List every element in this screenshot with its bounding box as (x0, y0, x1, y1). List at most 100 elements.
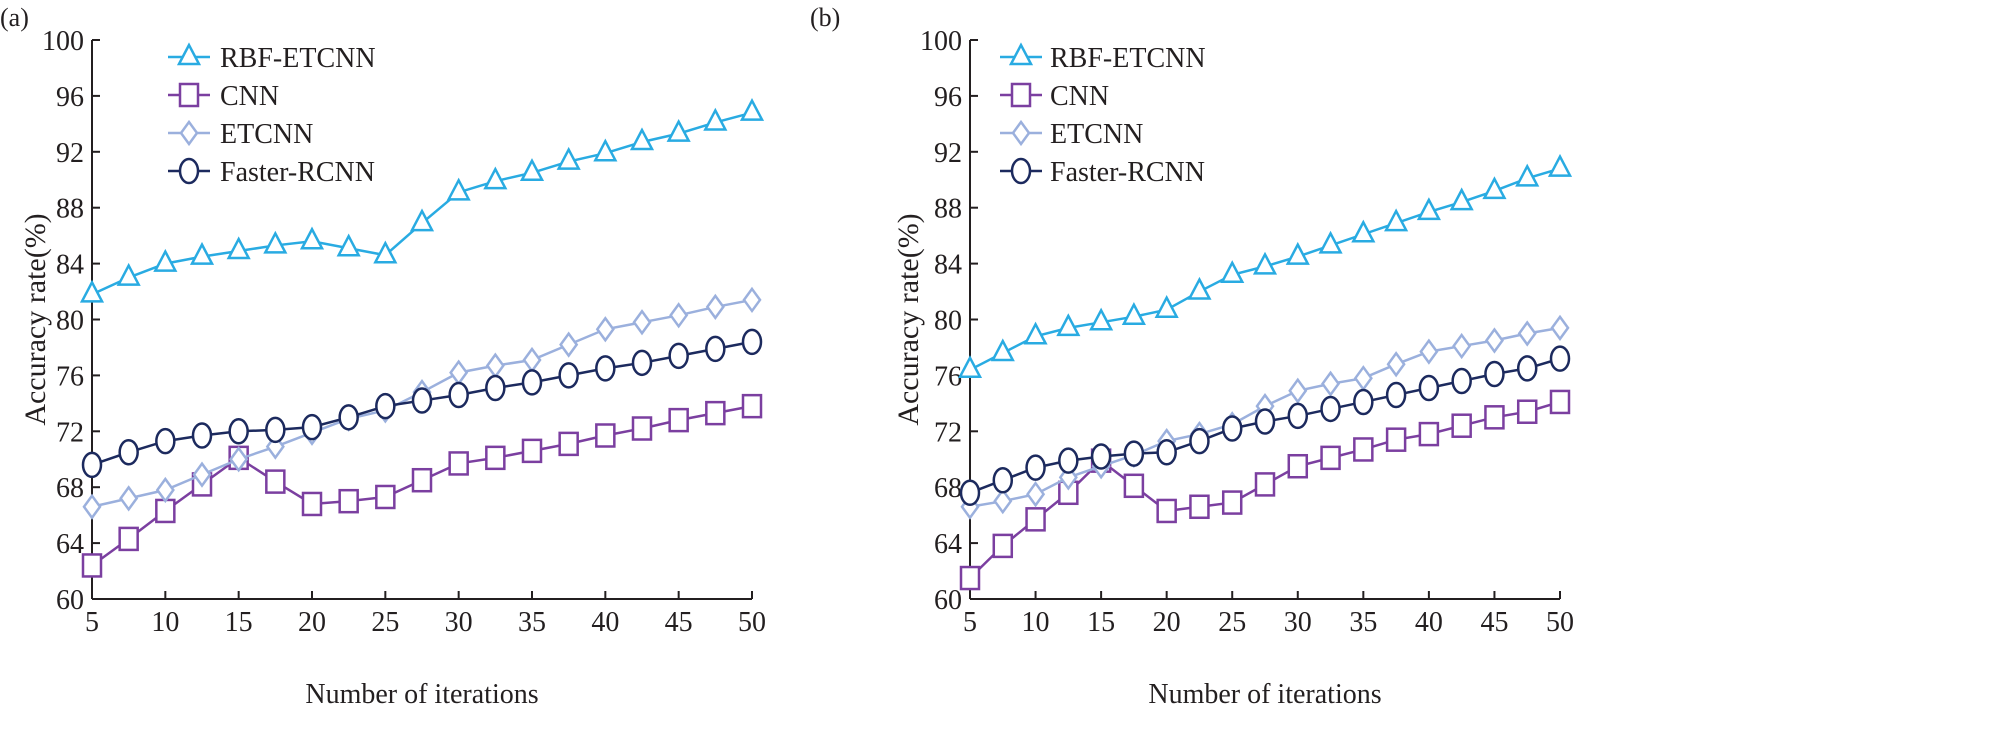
data-point (1123, 473, 1145, 499)
y-tick-label: 92 (934, 138, 962, 169)
data-point (705, 400, 726, 426)
x-tick-label: 10 (1022, 607, 1050, 638)
data-point (1351, 219, 1376, 243)
data-point (1452, 332, 1472, 360)
legend-item: ETCNN (168, 119, 313, 150)
data-point (1221, 415, 1243, 442)
data-point (1353, 388, 1374, 416)
data-point (558, 362, 579, 389)
x-tick-label: 50 (1546, 607, 1574, 638)
legend-marker (1011, 119, 1031, 147)
y-tick-label: 84 (934, 250, 962, 281)
x-tick-label: 20 (298, 607, 326, 638)
data-point (373, 240, 398, 264)
y-tick-label: 64 (56, 529, 84, 560)
x-tick-label: 15 (1087, 607, 1115, 638)
y-tick-label: 76 (934, 361, 962, 392)
x-tick-label: 5 (963, 607, 977, 638)
x-tick-label: 25 (1218, 607, 1246, 638)
data-point (1515, 163, 1540, 187)
x-tick-label: 40 (591, 607, 619, 638)
data-point (556, 146, 581, 170)
data-point (1252, 251, 1278, 275)
data-point (668, 407, 689, 433)
data-point (742, 286, 762, 314)
data-point (1418, 374, 1440, 402)
x-axis-label: Number of iterations (305, 679, 538, 710)
data-point (631, 349, 653, 377)
x-tick-label: 30 (1284, 607, 1312, 638)
data-point (1189, 494, 1210, 520)
data-point (1320, 445, 1341, 471)
legend-item: Faster-RCNN (1000, 157, 1205, 188)
y-tick-label: 96 (56, 82, 84, 113)
data-point (155, 476, 175, 504)
data-point (521, 369, 543, 396)
legend-item: CNN (168, 81, 279, 112)
data-point (485, 374, 506, 402)
data-point (522, 346, 542, 374)
data-point (993, 488, 1013, 515)
x-axis-label: Number of iterations (1148, 679, 1381, 710)
data-point (1123, 440, 1145, 467)
data-point (631, 416, 653, 441)
data-point (1353, 365, 1373, 392)
data-point (1416, 197, 1441, 221)
data-point (1484, 360, 1505, 388)
data-point (1549, 389, 1571, 415)
y-tick-label: 84 (56, 250, 84, 281)
data-point (1418, 421, 1440, 447)
y-tick-label: 96 (934, 82, 962, 113)
data-point (375, 392, 396, 420)
x-tick-label: 20 (1153, 607, 1181, 638)
data-point (411, 467, 433, 493)
x-tick-label: 30 (445, 607, 473, 638)
y-tick-label: 64 (934, 529, 962, 560)
data-point (559, 331, 579, 358)
data-point (1187, 276, 1212, 300)
data-point (1451, 413, 1472, 438)
y-tick-label: 80 (934, 306, 962, 337)
data-point (301, 413, 323, 441)
data-point (1056, 313, 1081, 337)
y-tick-label: 68 (56, 473, 84, 504)
data-point (265, 469, 286, 494)
y-tick-label: 72 (934, 417, 962, 448)
data-point (1023, 321, 1048, 345)
data-point (703, 107, 728, 131)
legend-marker (1010, 82, 1032, 108)
x-tick-label: 40 (1415, 607, 1443, 638)
legend-marker (1010, 157, 1032, 185)
data-point (741, 328, 763, 356)
legend-item: RBF-ETCNN (168, 42, 376, 74)
legend-label: Faster-RCNN (220, 157, 375, 188)
data-point (705, 293, 725, 321)
data-point (411, 387, 433, 414)
data-point (1026, 481, 1046, 508)
data-point (338, 488, 359, 514)
y-tick-label: 68 (934, 473, 962, 504)
data-point (81, 553, 103, 578)
legend-marker (1008, 42, 1034, 66)
data-point (82, 493, 102, 520)
data-point (1025, 507, 1046, 532)
data-point (446, 177, 471, 201)
y-tick-label: 80 (56, 306, 84, 337)
series-etcnn (960, 314, 1570, 520)
data-point (81, 451, 103, 479)
data-point (1385, 381, 1407, 409)
data-point (1121, 302, 1146, 325)
data-point (118, 526, 139, 552)
data-point (1287, 453, 1309, 479)
data-point (666, 118, 691, 142)
legend-item: CNN (1000, 81, 1109, 112)
series-faster-rcnn (81, 328, 763, 479)
data-point (1516, 355, 1538, 382)
data-point (519, 158, 545, 182)
legend-label: RBF-ETCNN (1050, 43, 1206, 74)
data-point (229, 446, 249, 473)
data-point (155, 427, 176, 455)
data-point (1484, 405, 1505, 430)
x-tick-label: 50 (738, 607, 766, 638)
